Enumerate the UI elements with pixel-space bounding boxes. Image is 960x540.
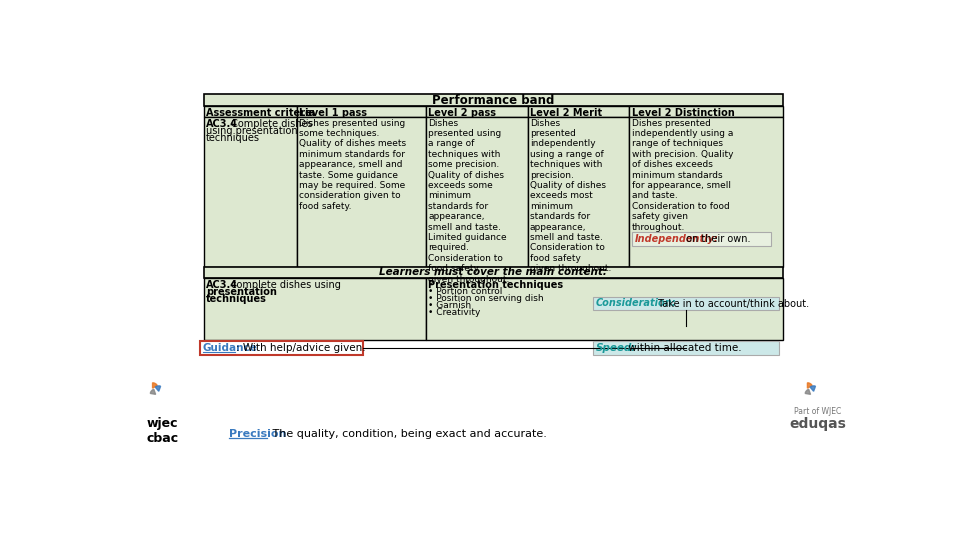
Text: • Garnish: • Garnish xyxy=(428,301,471,310)
Bar xyxy=(204,106,297,117)
Wedge shape xyxy=(805,389,810,394)
Text: presentation: presentation xyxy=(206,287,276,298)
Bar xyxy=(629,106,782,117)
Text: • Position on serving dish: • Position on serving dish xyxy=(428,294,544,303)
Text: The quality, condition, being exact and accurate.: The quality, condition, being exact and … xyxy=(269,429,546,440)
Text: Dishes presented
independently using a
range of techniques
with precision. Quali: Dishes presented independently using a r… xyxy=(632,119,733,232)
Text: Performance band: Performance band xyxy=(432,94,554,107)
Text: AC3.4: AC3.4 xyxy=(206,280,238,291)
Text: Part of WJEC: Part of WJEC xyxy=(794,408,841,416)
Text: Independently:: Independently: xyxy=(635,234,718,244)
Bar xyxy=(629,117,782,267)
Text: • Portion control: • Portion control xyxy=(428,287,503,296)
Text: Complete dishes: Complete dishes xyxy=(228,119,312,129)
Text: AC3.4: AC3.4 xyxy=(206,119,238,129)
Text: Learners must cover the main content:: Learners must cover the main content: xyxy=(379,267,607,277)
Wedge shape xyxy=(807,383,812,388)
Text: • Creativity: • Creativity xyxy=(428,308,481,317)
Bar xyxy=(426,278,782,340)
Text: Precision: Precision xyxy=(228,429,286,440)
Bar xyxy=(204,267,782,278)
Bar xyxy=(426,106,528,117)
Text: complete dishes using: complete dishes using xyxy=(228,280,344,291)
Wedge shape xyxy=(151,389,156,394)
Text: within allocated time.: within allocated time. xyxy=(625,343,742,353)
Bar xyxy=(297,106,426,117)
Text: Speed:: Speed: xyxy=(596,343,636,353)
Text: Consideration:: Consideration: xyxy=(596,299,677,308)
Text: : With help/advice given.: : With help/advice given. xyxy=(236,343,366,353)
Text: Guidance: Guidance xyxy=(203,343,258,353)
Text: Assessment criteria: Assessment criteria xyxy=(206,108,315,118)
Bar xyxy=(200,341,363,355)
Bar xyxy=(528,106,629,117)
Wedge shape xyxy=(156,386,160,391)
Bar xyxy=(204,117,297,267)
Text: on their own.: on their own. xyxy=(684,234,751,244)
Text: Dishes presented using
some techniques.
Quality of dishes meets
minimum standard: Dishes presented using some techniques. … xyxy=(299,119,406,211)
Text: eduqas: eduqas xyxy=(789,417,846,431)
Text: using presentation: using presentation xyxy=(206,126,298,136)
Text: Presentation techniques: Presentation techniques xyxy=(428,280,564,291)
Wedge shape xyxy=(153,383,157,388)
Text: Level 2 Merit: Level 2 Merit xyxy=(530,108,602,118)
Text: Take in to account/think about.: Take in to account/think about. xyxy=(655,299,809,308)
Wedge shape xyxy=(810,386,815,391)
Text: wjec
cbac: wjec cbac xyxy=(147,417,179,446)
Bar xyxy=(592,341,779,355)
Bar xyxy=(297,117,426,267)
Bar xyxy=(204,278,426,340)
Text: Dishes
presented
independently
using a range of
techniques with
precision.
Quali: Dishes presented independently using a r… xyxy=(530,119,612,273)
Text: techniques: techniques xyxy=(206,132,260,143)
Bar xyxy=(592,296,779,310)
Text: techniques: techniques xyxy=(206,294,267,304)
Text: Level 1 pass: Level 1 pass xyxy=(299,108,367,118)
Text: Dishes
presented using
a range of
techniques with
some precision.
Quality of dis: Dishes presented using a range of techni… xyxy=(428,119,510,284)
Text: Level 2 pass: Level 2 pass xyxy=(428,108,496,118)
Text: Level 2 Distinction: Level 2 Distinction xyxy=(632,108,734,118)
Bar xyxy=(204,94,782,106)
Bar xyxy=(528,117,629,267)
Bar xyxy=(632,232,771,246)
Bar xyxy=(426,117,528,267)
